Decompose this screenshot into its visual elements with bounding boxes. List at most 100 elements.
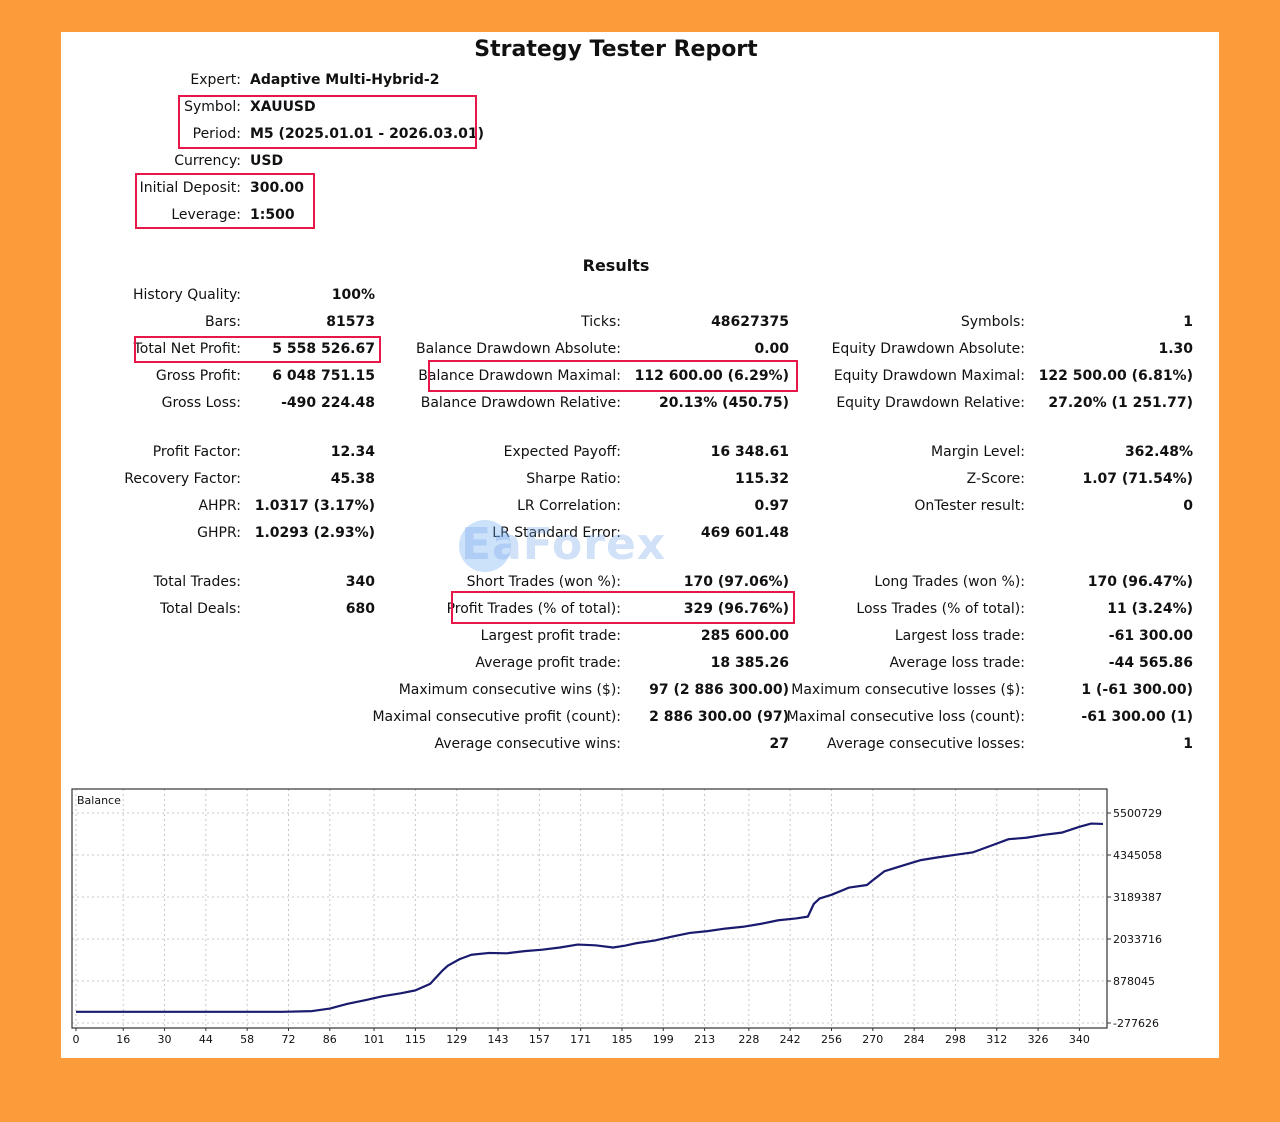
col2-label: Maximum consecutive wins ($):: [398, 682, 621, 698]
col3-value: 11 (3.24%): [1107, 601, 1193, 617]
watermark-logo-icon: [459, 520, 511, 572]
col3-label: Symbols:: [960, 314, 1025, 330]
header-label: Expert:: [190, 72, 241, 88]
col2-value: 97 (2 886 300.00): [649, 682, 789, 698]
balance-chart: 5500729 4345058 3189387 2033716 878045 -27762…: [71, 788, 1162, 1046]
col1-label: History Quality:: [133, 287, 241, 303]
col3-value: 1 (-61 300.00): [1081, 682, 1193, 698]
col3-label: Equity Drawdown Absolute:: [831, 341, 1025, 357]
col2-value: 329 (96.76%): [683, 601, 789, 617]
col2-value: 20.13% (450.75): [658, 395, 789, 411]
y-tick-label: 2033716: [1113, 933, 1162, 946]
col3-value: 1.07 (71.54%): [1082, 471, 1193, 487]
col3-label: Equity Drawdown Maximal:: [833, 368, 1025, 384]
header-value: XAUUSD: [250, 99, 316, 115]
header-label: Leverage:: [171, 207, 241, 223]
col1-label: AHPR:: [198, 498, 241, 514]
highlight-deposit-leverage: [135, 173, 315, 229]
header-label: Symbol:: [184, 99, 241, 115]
col2-label: LR Standard Error:: [492, 525, 621, 541]
header-label: Currency:: [174, 153, 241, 169]
x-tick-label: 270: [862, 1033, 883, 1046]
col1-label: GHPR:: [197, 525, 241, 541]
col2-value: 0.00: [754, 341, 789, 357]
col1-label: Total Trades:: [153, 574, 242, 590]
header-value: M5 (2025.01.01 - 2026.03.01): [250, 126, 485, 142]
x-tick-label: 284: [904, 1033, 925, 1046]
col1-label: Profit Factor:: [152, 444, 241, 460]
col1-value: 6 048 751.15: [272, 368, 375, 384]
x-tick-label: 143: [488, 1033, 509, 1046]
col2-value: 48627375: [711, 314, 789, 330]
col2-label: Balance Drawdown Absolute:: [416, 341, 621, 357]
report-sheet: Strategy Tester Report Expert: Adaptive M…: [61, 32, 1219, 1058]
col1-label: Bars:: [205, 314, 241, 330]
col2-value: 115.32: [734, 471, 789, 487]
col1-value: 100%: [331, 287, 375, 303]
col2-label: Maximal consecutive profit (count):: [372, 709, 621, 725]
balance-series-line: [76, 822, 1104, 1013]
col3-label: Maximal consecutive loss (count):: [786, 709, 1025, 725]
header-value: 300.00: [250, 180, 305, 196]
highlight-balance-dd-max: [428, 360, 798, 392]
col1-label: Total Deals:: [159, 601, 241, 617]
col2-label: LR Correlation:: [517, 498, 621, 514]
col1-value: -490 224.48: [281, 395, 375, 411]
col3-label: Maximum consecutive losses ($):: [791, 682, 1025, 698]
col3-value: 1: [1183, 314, 1193, 330]
x-tick-label: 58: [240, 1033, 254, 1046]
x-tick-label: 16: [116, 1033, 130, 1046]
plot-frame: [71, 788, 1108, 1029]
col3-label: Average consecutive losses:: [827, 736, 1025, 752]
col1-value: 12.34: [330, 444, 375, 460]
highlight-symbol-period: [178, 95, 477, 149]
col1-value: 45.38: [330, 471, 375, 487]
x-tick-label: 298: [945, 1033, 966, 1046]
y-tick-label: 4345058: [1113, 849, 1162, 862]
col2-label: Sharpe Ratio:: [526, 471, 621, 487]
y-tick-label: 5500729: [1113, 807, 1162, 820]
col3-value: 27.20% (1 251.77): [1048, 395, 1193, 411]
header-value: Adaptive Multi-Hybrid-2: [250, 72, 440, 88]
col3-value: 1.30: [1158, 341, 1193, 357]
header-value: 1:500: [250, 207, 295, 223]
x-tick-label: 312: [986, 1033, 1007, 1046]
col3-label: Equity Drawdown Relative:: [836, 395, 1025, 411]
x-tick-label: 256: [821, 1033, 842, 1046]
x-tick-label: 228: [738, 1033, 759, 1046]
x-tick-label: 157: [529, 1033, 550, 1046]
highlight-net-profit: [134, 336, 381, 363]
col3-value: 362.48%: [1124, 444, 1193, 460]
col2-label: Largest profit trade:: [480, 628, 621, 644]
col1-label: Recovery Factor:: [124, 471, 241, 487]
col2-label: Average profit trade:: [475, 655, 621, 671]
col3-label: Average loss trade:: [889, 655, 1025, 671]
col3-label: Margin Level:: [931, 444, 1025, 460]
col1-value: 81573: [326, 314, 375, 330]
col2-value: 0.97: [754, 498, 789, 514]
col2-label: Profit Trades (% of total):: [446, 601, 621, 617]
x-tick-label: 326: [1028, 1033, 1049, 1046]
x-tick-label: 171: [570, 1033, 591, 1046]
col1-label: Total Net Profit:: [133, 341, 241, 357]
chart-title: Balance: [77, 794, 121, 807]
x-tick-label: 72: [281, 1033, 295, 1046]
header-label: Period:: [192, 126, 241, 142]
col3-value: -44 565.86: [1108, 655, 1193, 671]
x-tick-label: 129: [446, 1033, 467, 1046]
col1-value: 1.0293 (2.93%): [254, 525, 375, 541]
col2-label: Ticks:: [581, 314, 621, 330]
x-tick-label: 0: [73, 1033, 80, 1046]
x-tick-label: 86: [323, 1033, 337, 1046]
header-label: Initial Deposit:: [139, 180, 241, 196]
col3-value: 1: [1183, 736, 1193, 752]
highlight-profit-trades: [451, 591, 795, 624]
col2-label: Short Trades (won %):: [466, 574, 621, 590]
col2-label: Expected Payoff:: [503, 444, 621, 460]
col3-label: Largest loss trade:: [894, 628, 1025, 644]
y-tick-label: 3189387: [1113, 891, 1162, 904]
col3-label: Long Trades (won %):: [874, 574, 1025, 590]
col2-value: 2 886 300.00 (97): [649, 709, 789, 725]
col2-value: 112 600.00 (6.29%): [634, 368, 789, 384]
col3-label: Loss Trades (% of total):: [856, 601, 1025, 617]
